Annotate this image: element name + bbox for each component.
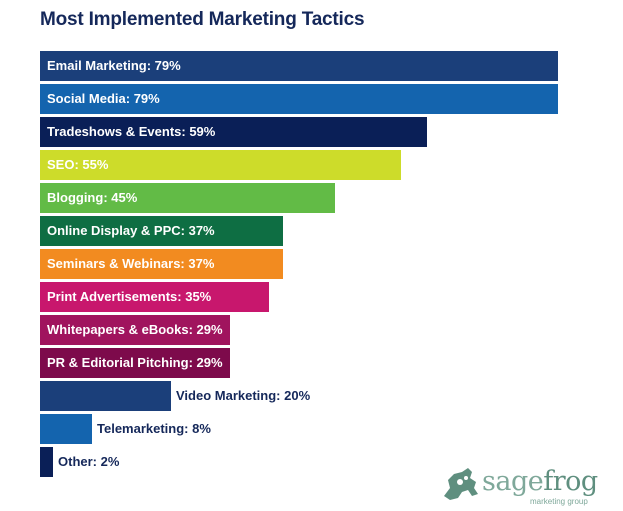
bar-row: Other: 2% <box>40 447 600 477</box>
bar-label: Tradeshows & Events: 59% <box>47 124 216 139</box>
bar <box>40 150 401 180</box>
bar <box>40 183 335 213</box>
bar-label: Video Marketing: 20% <box>176 388 311 403</box>
bar <box>40 51 558 81</box>
bar-row: Social Media: 79% <box>40 84 600 114</box>
bar-label: Blogging: 45% <box>47 190 138 205</box>
bar-label: Social Media: 79% <box>47 91 160 106</box>
bar-label: PR & Editorial Pitching: 29% <box>47 355 223 370</box>
bar-label: Seminars & Webinars: 37% <box>47 256 215 271</box>
bar-row: Blogging: 45% <box>40 183 600 213</box>
bar-row: Print Advertisements: 35% <box>40 282 600 312</box>
bar-row: Tradeshows & Events: 59% <box>40 117 600 147</box>
bar-row: Whitepapers & eBooks: 29% <box>40 315 600 345</box>
bar-row: Seminars & Webinars: 37% <box>40 249 600 279</box>
bar <box>40 414 92 444</box>
bar <box>40 117 427 147</box>
sagefrog-logo: sagefrog marketing group <box>438 466 618 506</box>
bar <box>40 216 283 246</box>
bar-label: Telemarketing: 8% <box>97 421 211 436</box>
bar <box>40 249 283 279</box>
bar-row: Video Marketing: 20% <box>40 381 600 411</box>
frog-icon <box>444 468 478 500</box>
bar-row: SEO: 55% <box>40 150 600 180</box>
bar-row: Online Display & PPC: 37% <box>40 216 600 246</box>
bar-row: Email Marketing: 79% <box>40 51 600 81</box>
bar-label: SEO: 55% <box>47 157 109 172</box>
bar-label: Online Display & PPC: 37% <box>47 223 215 238</box>
bar <box>40 315 230 345</box>
bar-chart: Email Marketing: 79% Social Media: 79% Tra… <box>40 51 600 480</box>
logo-wordmark: sagefrog <box>482 466 598 497</box>
bar-label: Other: 2% <box>58 454 120 469</box>
chart-title: Most Implemented Marketing Tactics <box>40 9 365 30</box>
logo-tagline: marketing group <box>530 497 588 506</box>
bar <box>40 84 558 114</box>
bar-label: Whitepapers & eBooks: 29% <box>47 322 223 337</box>
bar-label: Print Advertisements: 35% <box>47 289 212 304</box>
bar <box>40 348 230 378</box>
bar-label: Email Marketing: 79% <box>47 58 181 73</box>
bar <box>40 447 53 477</box>
bar-row: PR & Editorial Pitching: 29% <box>40 348 600 378</box>
bar <box>40 381 171 411</box>
bar-row: Telemarketing: 8% <box>40 414 600 444</box>
bar <box>40 282 269 312</box>
